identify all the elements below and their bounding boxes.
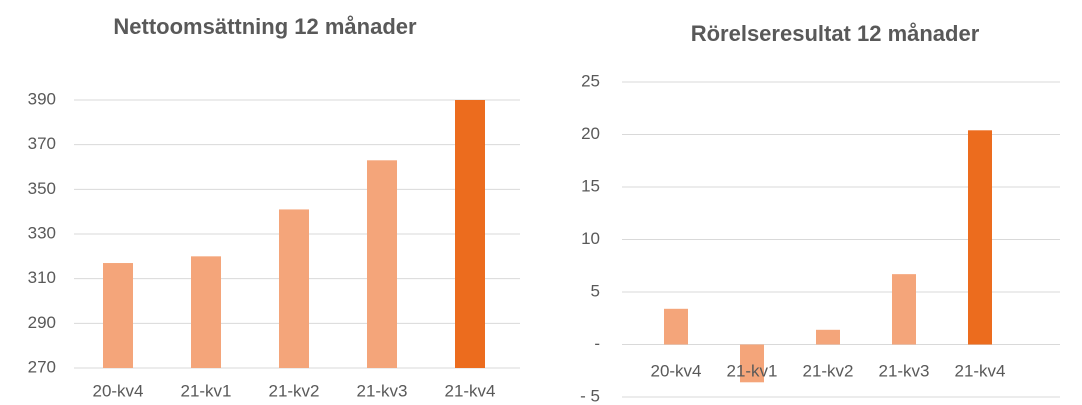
x-tick-label: 21-kv1 (180, 381, 231, 400)
chart-title: Nettoomsättning 12 månader (113, 14, 417, 39)
x-tick-label: 21-kv3 (878, 361, 929, 380)
y-tick-label: 15 (581, 176, 600, 195)
y-tick-label: 25 (581, 71, 600, 90)
y-tick-label: 5 (591, 281, 600, 300)
bar (455, 100, 485, 368)
y-tick-label: 370 (28, 134, 56, 153)
x-tick-label: 20-kv4 (92, 381, 143, 400)
bar (279, 209, 309, 368)
bar (892, 274, 916, 345)
x-tick-label: 21-kv4 (444, 381, 495, 400)
y-tick-label: - (594, 334, 600, 353)
y-tick-label: 310 (28, 268, 56, 287)
bar (740, 344, 764, 383)
bar (816, 329, 840, 345)
bar (191, 256, 221, 368)
y-tick-label: 10 (581, 229, 600, 248)
x-tick-label: 21-kv2 (268, 381, 319, 400)
bar (367, 160, 397, 368)
y-tick-label: 270 (28, 357, 56, 376)
y-tick-label: 390 (28, 89, 56, 108)
bar (968, 130, 992, 345)
x-tick-label: 21-kv3 (356, 381, 407, 400)
chart-title: Rörelseresultat 12 månader (691, 21, 980, 46)
x-tick-label: 21-kv1 (726, 361, 777, 380)
y-tick-label: 330 (28, 223, 56, 242)
x-tick-label: 20-kv4 (650, 361, 701, 380)
y-tick-label: 350 (28, 179, 56, 198)
bar (664, 308, 688, 345)
y-tick-label: 290 (28, 313, 56, 332)
bar (103, 263, 133, 368)
x-tick-label: 21-kv4 (954, 361, 1005, 380)
x-tick-label: 21-kv2 (802, 361, 853, 380)
y-tick-label: - 5 (580, 386, 600, 405)
y-tick-label: 20 (581, 124, 600, 143)
